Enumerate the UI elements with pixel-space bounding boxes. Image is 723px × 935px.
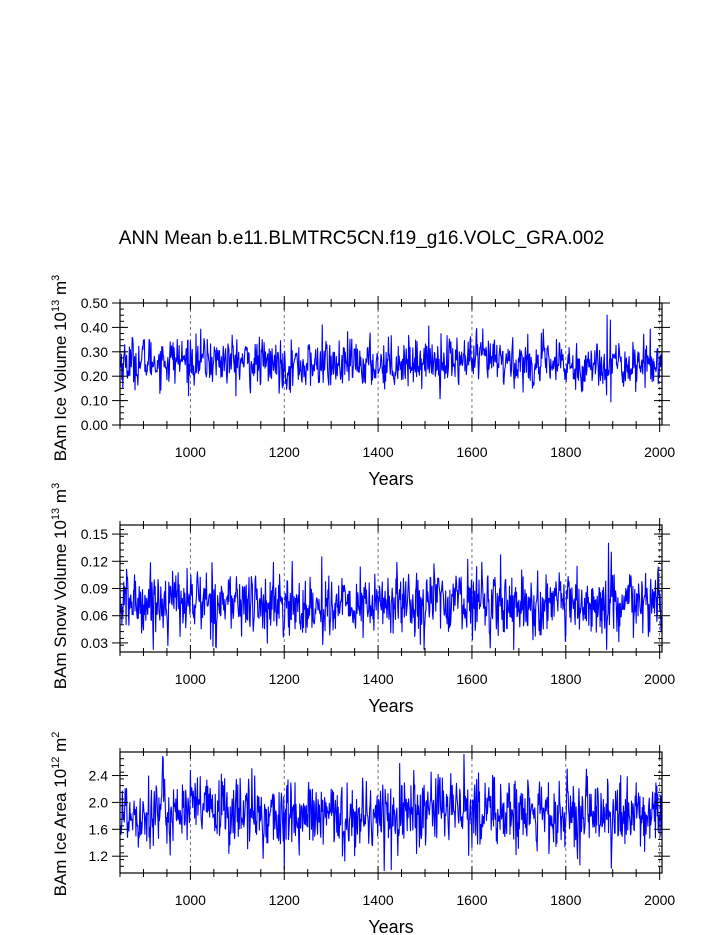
y-tick-label: 0.06 [81,608,108,624]
x-tick-label: 1600 [456,444,487,460]
x-tick-label: 1200 [269,671,300,687]
data-series-line [119,314,663,403]
x-tick-label: 2000 [644,444,675,460]
data-series-line [119,542,663,651]
y-tick-label: 2.4 [89,768,109,784]
y-tick-label: 1.2 [89,848,109,864]
x-axis-label: Years [368,469,413,489]
x-tick-label: 1000 [175,444,206,460]
x-tick-label: 2000 [644,892,675,908]
panel-2: 1000 1200 1400 1600 1800 2000 0.03 0.06 0.09 0.12… [50,483,675,716]
x-tick-label: 1000 [175,671,206,687]
y-tick-label: 0.12 [81,553,108,569]
y-tick-label: 2.0 [89,794,109,810]
panel-1: 1000 1200 1400 1600 1800 2000 0.00 0.10 0.20 0.30… [50,275,675,489]
y-tick-label: 0.15 [81,526,108,542]
x-tick-label: 1400 [363,892,394,908]
y-tick-label: 0.40 [81,319,108,335]
x-tick-label: 1200 [269,444,300,460]
y-tick-label: 0.03 [81,635,108,651]
x-tick-label: 1400 [363,671,394,687]
data-series-line [119,753,663,872]
x-tick-label: 1200 [269,892,300,908]
y-axis-label: BAm Ice Area 1012 m2 [50,732,70,897]
y-tick-label: 0.10 [81,393,108,409]
y-axis-label: BAm Snow Volume 1013 m3 [50,483,70,689]
y-tick-label: 1.6 [89,821,109,837]
chart-title: ANN Mean b.e11.BLMTRC5CN.f19_g16.VOLC_GR… [118,228,605,249]
y-axis-label: BAm Ice Volume 1013 m3 [50,275,70,462]
y-tick-label: 0.30 [81,344,108,360]
x-tick-label: 1800 [550,671,581,687]
x-axis-label: Years [368,696,413,716]
y-tick-label: 0.00 [81,417,108,433]
x-tick-label: 1800 [550,444,581,460]
x-tick-label: 2000 [644,671,675,687]
y-tick-label: 0.20 [81,368,108,384]
y-tick-label: 0.50 [81,295,108,311]
panel-3: 1000 1200 1400 1600 1800 2000 1.2 1.6 2.0 2.4 Year… [50,732,675,935]
x-tick-label: 1600 [456,892,487,908]
x-tick-label: 1400 [363,444,394,460]
y-tick-label: 0.09 [81,581,108,597]
x-tick-label: 1000 [175,892,206,908]
x-axis-label: Years [368,917,413,935]
x-tick-label: 1800 [550,892,581,908]
x-tick-label: 1600 [456,671,487,687]
